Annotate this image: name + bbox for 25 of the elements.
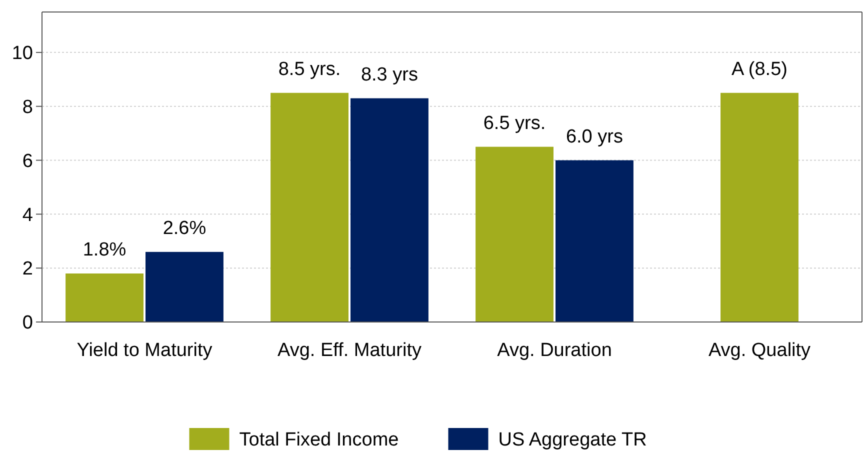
bar — [66, 273, 144, 322]
legend-label: Total Fixed Income — [239, 430, 399, 451]
data-label: 8.5 yrs. — [278, 58, 341, 80]
y-tick-label: 0 — [22, 312, 33, 334]
data-label: 2.6% — [162, 218, 206, 239]
x-tick-label: Yield to Maturity — [76, 340, 213, 361]
x-tick-label: Avg. Duration — [497, 340, 612, 361]
bar — [350, 98, 428, 322]
data-label: 8.3 yrs — [360, 64, 418, 86]
data-label: 1.8% — [82, 239, 126, 260]
y-tick-label: 8 — [22, 97, 33, 118]
x-tick-label: Avg. Quality — [708, 340, 812, 361]
data-label: 6.0 yrs — [566, 126, 623, 148]
y-tick-label: 6 — [22, 150, 33, 172]
y-tick-label: 4 — [22, 204, 34, 226]
data-label: 6.5 yrs. — [483, 112, 546, 134]
data-label: A (8.5) — [732, 58, 788, 80]
y-tick-label: 2 — [22, 258, 33, 280]
legend-label: US Aggregate TR — [498, 430, 647, 451]
bar — [476, 146, 554, 322]
y-tick-label: 10 — [12, 43, 33, 64]
x-tick-label: Avg. Eff. Maturity — [278, 340, 422, 361]
bar — [146, 252, 224, 322]
bar — [556, 160, 634, 322]
bar — [270, 92, 348, 322]
